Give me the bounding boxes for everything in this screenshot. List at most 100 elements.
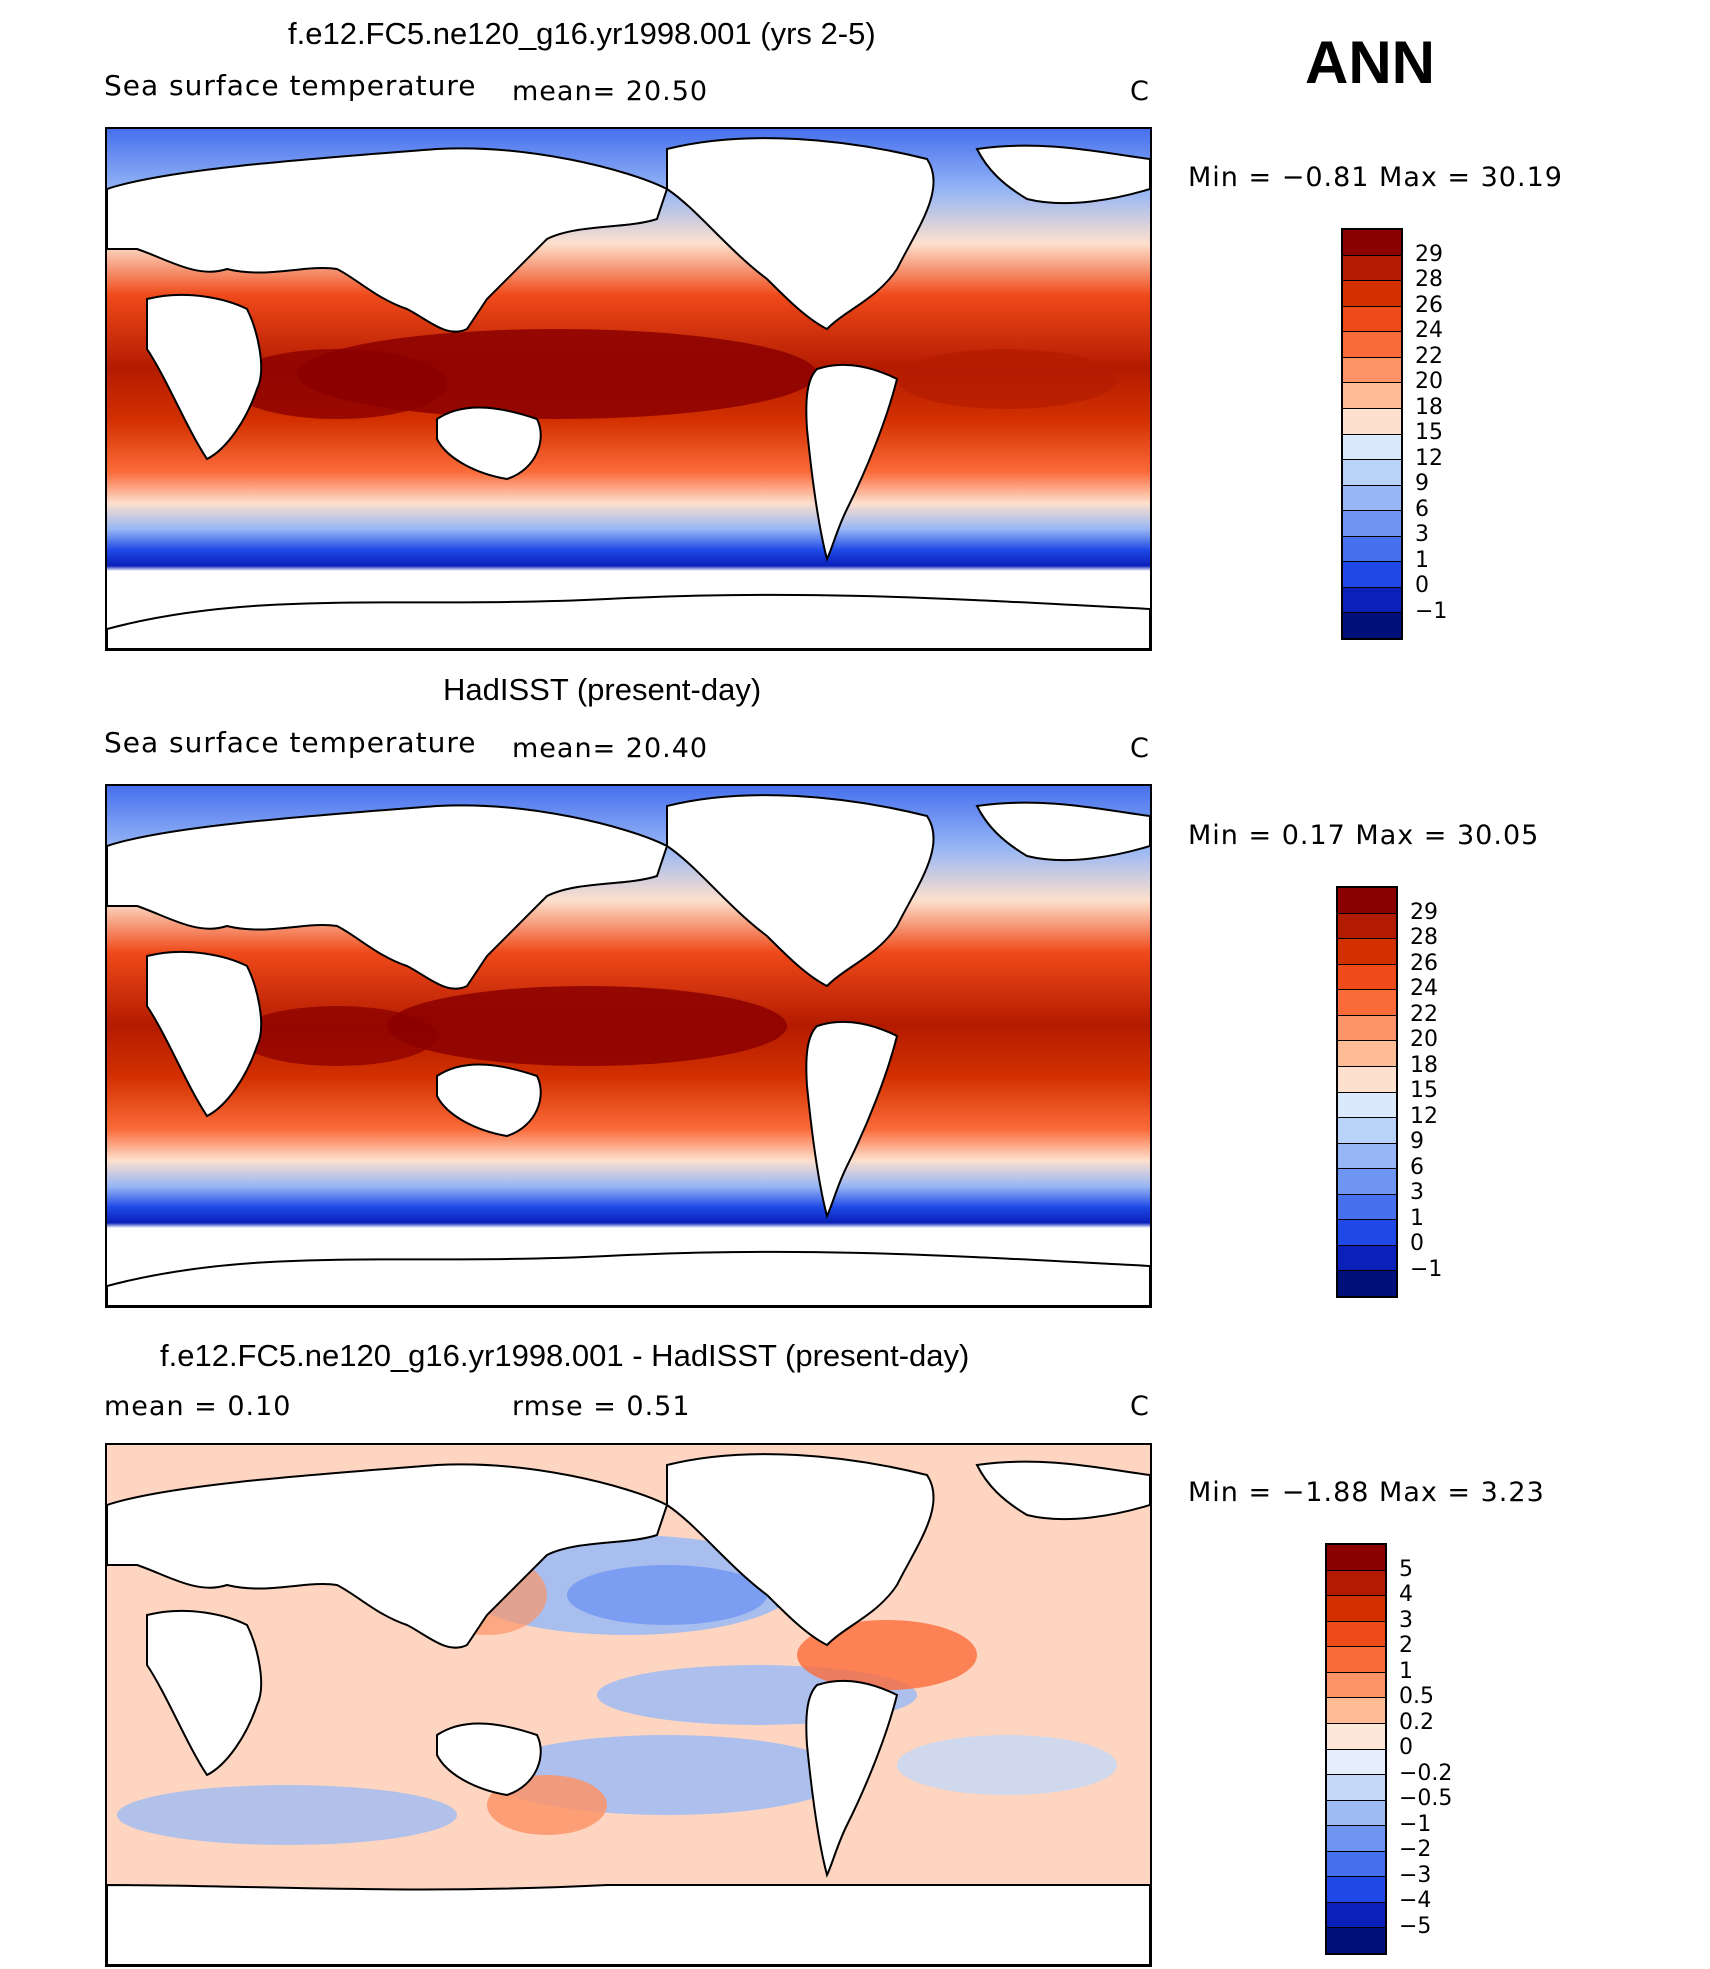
- colorbar-tick-label: 26: [1410, 950, 1438, 976]
- colorbar-swatch: [1327, 1851, 1385, 1878]
- colorbar-swatch: [1338, 913, 1396, 940]
- colorbar-tick-label: 1: [1415, 547, 1429, 573]
- colorbar-swatch: [1338, 939, 1396, 965]
- colorbar-swatch: [1343, 332, 1401, 358]
- colorbar-tick-label: 9: [1415, 471, 1429, 496]
- panel-1-title: f.e12.FC5.ne120_g16.yr1998.001 (yrs 2-5): [288, 16, 876, 51]
- colorbar-swatch: [1343, 511, 1401, 537]
- colorbar-swatch: [1327, 1800, 1385, 1827]
- panel-2-mid-stat: mean= 20.40: [512, 733, 709, 764]
- colorbar-tick-label: 3: [1415, 522, 1429, 547]
- colorbar-swatch: [1343, 383, 1401, 409]
- colorbar-tick-label: 0.5: [1399, 1684, 1434, 1709]
- colorbar-tick-label: 29: [1415, 241, 1443, 267]
- colorbar-tick-label: 18: [1410, 1052, 1438, 1078]
- colorbar-tick-label: 1: [1410, 1205, 1424, 1231]
- colorbar-swatch: [1327, 1749, 1385, 1776]
- panel-1-unit: C: [1130, 76, 1150, 107]
- panel-2-colorbar-swatches: [1338, 888, 1396, 1296]
- colorbar-swatch: [1338, 1041, 1396, 1067]
- colorbar-swatch: [1327, 1647, 1385, 1673]
- colorbar-swatch: [1327, 1902, 1385, 1929]
- colorbar-tick-label: 3: [1399, 1607, 1413, 1633]
- panel-2-variable-label: Sea surface temperature: [104, 726, 477, 759]
- panel-1-colorbar: [1341, 228, 1403, 640]
- panel-3-map: [105, 1443, 1152, 1967]
- colorbar-tick-label: −0.2: [1399, 1760, 1453, 1786]
- colorbar-tick-label: 28: [1410, 925, 1438, 950]
- colorbar-tick-label: 2: [1399, 1633, 1413, 1658]
- colorbar-swatch: [1327, 1928, 1385, 1953]
- colorbar-swatch: [1343, 281, 1401, 307]
- colorbar-swatch: [1343, 408, 1401, 435]
- colorbar-tick-label: −3: [1399, 1862, 1432, 1888]
- colorbar-tick-label: 6: [1415, 496, 1429, 522]
- colorbar-tick-label: 15: [1410, 1078, 1438, 1103]
- colorbar-swatch: [1343, 562, 1401, 588]
- panel-1-sst-field: [107, 129, 1150, 649]
- colorbar-tick-label: 0: [1399, 1735, 1413, 1760]
- colorbar-swatch: [1343, 306, 1401, 333]
- colorbar-tick-label: 24: [1410, 976, 1438, 1001]
- colorbar-swatch: [1338, 1143, 1396, 1170]
- colorbar-swatch: [1338, 1066, 1396, 1093]
- panel-2-title: HadISST (present-day): [443, 672, 762, 707]
- panel-2-map: [105, 784, 1152, 1308]
- colorbar-swatch: [1343, 587, 1401, 614]
- colorbar-swatch: [1338, 1169, 1396, 1195]
- panel-1-colorbar-swatches: [1343, 230, 1401, 638]
- colorbar-tick-label: 3: [1410, 1180, 1424, 1205]
- colorbar-swatch: [1327, 1621, 1385, 1648]
- colorbar-tick-label: −1: [1399, 1811, 1432, 1837]
- colorbar-tick-label: 22: [1415, 343, 1443, 369]
- colorbar-swatch: [1327, 1545, 1385, 1571]
- panel-2-unit: C: [1130, 733, 1150, 764]
- colorbar-swatch: [1327, 1672, 1385, 1699]
- colorbar-tick-label: −5: [1399, 1913, 1432, 1939]
- colorbar-swatch: [1343, 434, 1401, 461]
- colorbar-swatch: [1338, 1220, 1396, 1246]
- colorbar-tick-label: 5: [1399, 1556, 1413, 1582]
- colorbar-tick-label: 20: [1410, 1027, 1438, 1052]
- panel-1-mid-stat: mean= 20.50: [512, 76, 709, 107]
- panel-1-minmax: Min = −0.81 Max = 30.19: [1188, 162, 1563, 193]
- panel-3-title: f.e12.FC5.ne120_g16.yr1998.001 - HadISST…: [160, 1338, 970, 1373]
- colorbar-swatch: [1327, 1596, 1385, 1622]
- colorbar-tick-label: 20: [1415, 369, 1443, 394]
- colorbar-tick-label: 12: [1410, 1103, 1438, 1129]
- colorbar-swatch: [1343, 613, 1401, 638]
- colorbar-tick-label: 28: [1415, 267, 1443, 292]
- colorbar-tick-label: 6: [1410, 1154, 1424, 1180]
- colorbar-tick-label: 22: [1410, 1001, 1438, 1027]
- panel-2-colorbar: [1336, 886, 1398, 1298]
- season-label: ANN: [1305, 29, 1435, 96]
- panel-3-unit: C: [1130, 1391, 1150, 1422]
- colorbar-swatch: [1343, 460, 1401, 486]
- colorbar-tick-label: −4: [1399, 1888, 1432, 1913]
- colorbar-tick-label: 0: [1410, 1231, 1424, 1256]
- colorbar-swatch: [1343, 485, 1401, 512]
- panel-3-difference-field: [107, 1445, 1150, 1965]
- colorbar-swatch: [1327, 1877, 1385, 1903]
- colorbar-tick-label: 0.2: [1399, 1709, 1434, 1735]
- colorbar-tick-label: 4: [1399, 1582, 1413, 1607]
- colorbar-swatch: [1327, 1826, 1385, 1852]
- colorbar-swatch: [1338, 990, 1396, 1016]
- colorbar-swatch: [1338, 888, 1396, 914]
- colorbar-swatch: [1343, 357, 1401, 384]
- colorbar-swatch: [1338, 1092, 1396, 1119]
- colorbar-tick-label: 18: [1415, 394, 1443, 420]
- colorbar-tick-label: −2: [1399, 1837, 1432, 1862]
- panel-1-variable-label: Sea surface temperature: [104, 69, 477, 102]
- colorbar-tick-label: −0.5: [1399, 1786, 1453, 1811]
- colorbar-swatch: [1338, 1118, 1396, 1144]
- panel-2-sst-field: [107, 786, 1150, 1306]
- colorbar-swatch: [1338, 1245, 1396, 1272]
- colorbar-tick-label: −1: [1410, 1256, 1443, 1282]
- colorbar-tick-label: 24: [1415, 318, 1443, 343]
- colorbar-tick-label: 26: [1415, 292, 1443, 318]
- colorbar-swatch: [1338, 1015, 1396, 1042]
- colorbar-swatch: [1338, 964, 1396, 991]
- colorbar-swatch: [1343, 255, 1401, 282]
- panel-3-minmax: Min = −1.88 Max = 3.23: [1188, 1477, 1545, 1508]
